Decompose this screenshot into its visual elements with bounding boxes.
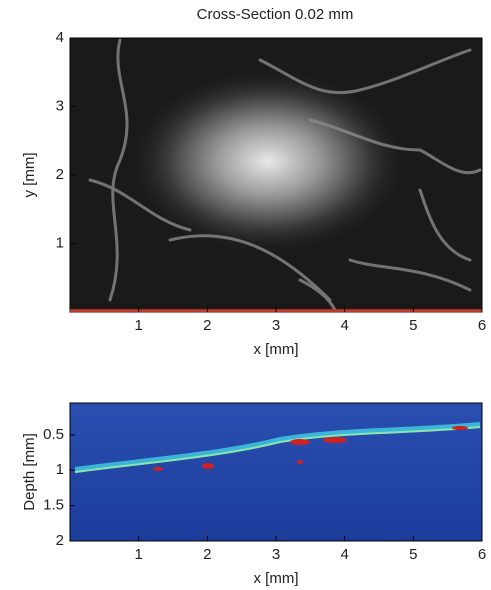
x-tick-label: 1 xyxy=(134,546,142,563)
x-tick-label: 4 xyxy=(340,546,348,563)
figure: Cross-Section 0.02 mm 1 2 3 4 5 6 1 2 3 4 x [mm] y … xyxy=(0,0,491,590)
x-tick-label: 6 xyxy=(478,317,486,334)
x-tick-label: 3 xyxy=(272,546,280,563)
micrograph xyxy=(70,38,482,312)
x-tick-label: 2 xyxy=(203,546,211,563)
y-tick-label: 2 xyxy=(56,166,64,183)
y-tick-label: 4 xyxy=(56,29,64,46)
x-tick-label: 2 xyxy=(203,317,211,334)
x-axis-label: x [mm] xyxy=(254,341,299,358)
page: Cross-Section 0.02 mm 1 2 3 4 5 6 1 2 3 4 x [mm] y … xyxy=(0,0,491,590)
y-tick-label: 1 xyxy=(56,461,64,478)
x-tick-label: 3 xyxy=(272,317,280,334)
y-axis-label: y [mm] xyxy=(21,153,38,198)
y-tick-label: 1.5 xyxy=(43,497,64,514)
y-tick-label: 3 xyxy=(56,97,64,114)
x-tick-label: 5 xyxy=(409,546,417,563)
x-tick-label: 1 xyxy=(134,317,142,334)
x-tick-label: 6 xyxy=(478,546,486,563)
x-tick-label: 4 xyxy=(340,317,348,334)
y-tick-label: 2 xyxy=(56,532,64,549)
x-axis-label: x [mm] xyxy=(254,570,299,587)
x-tick-label: 5 xyxy=(409,317,417,334)
y-tick-label: 1 xyxy=(56,234,64,251)
oct-scan xyxy=(70,403,482,541)
chart-title: Cross-Section 0.02 mm xyxy=(197,6,354,23)
y-tick-label: 0.5 xyxy=(43,426,64,443)
y-axis-label: Depth [mm] xyxy=(21,433,38,511)
